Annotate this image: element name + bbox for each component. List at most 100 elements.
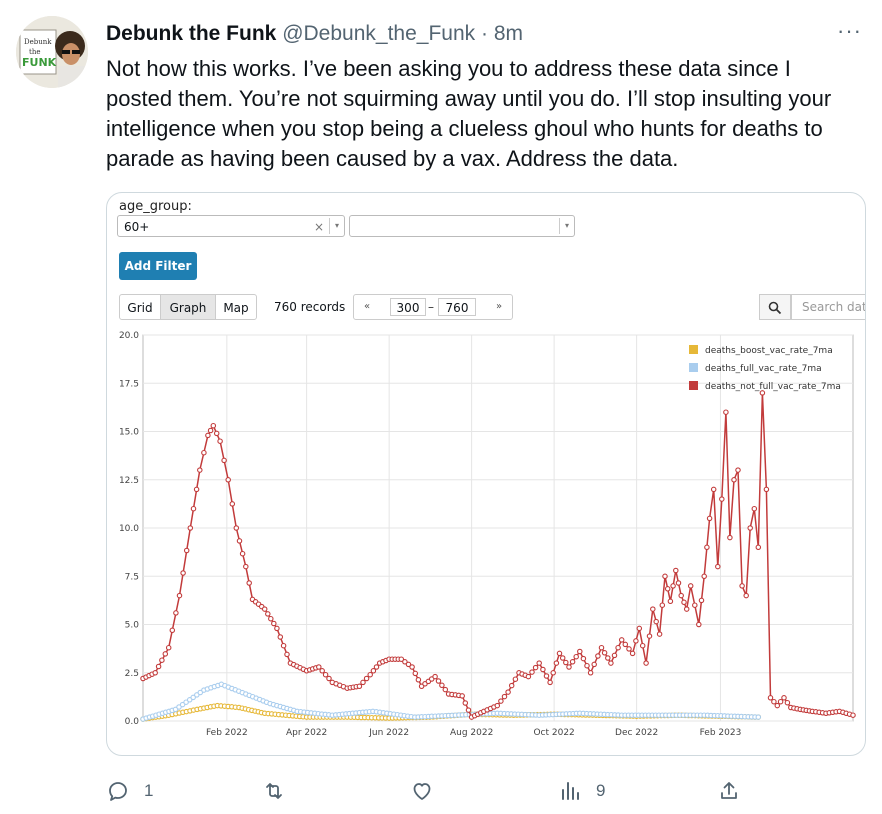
- data-point: [662, 573, 668, 580]
- pager-start-input[interactable]: 300: [390, 298, 426, 316]
- data-point: [626, 646, 632, 652]
- data-point: [176, 592, 183, 599]
- data-point: [512, 676, 519, 682]
- legend-swatch: [689, 381, 698, 390]
- data-point: [584, 662, 590, 669]
- data-point: [598, 644, 605, 651]
- records-count: 760 records: [274, 300, 346, 314]
- chevron-down-icon[interactable]: ▾: [559, 218, 574, 234]
- data-point: [176, 704, 182, 710]
- pager-prev-button[interactable]: «: [363, 301, 371, 312]
- data-point: [675, 580, 682, 586]
- tab-grid[interactable]: Grid: [119, 294, 161, 320]
- data-point: [402, 659, 408, 665]
- data-point: [781, 695, 787, 701]
- data-point: [442, 686, 449, 693]
- data-point: [784, 699, 791, 706]
- data-point: [755, 714, 762, 720]
- y-tick-label: 20.0: [119, 331, 139, 341]
- data-point: [550, 670, 556, 676]
- retweet-button[interactable]: [262, 774, 286, 808]
- data-point: [618, 637, 625, 643]
- search-input[interactable]: Search data: [791, 294, 865, 320]
- search-icon[interactable]: [759, 294, 791, 320]
- data-point: [246, 580, 252, 586]
- data-point: [719, 496, 725, 502]
- data-point: [190, 505, 197, 512]
- data-point: [261, 606, 268, 612]
- reply-button[interactable]: 1: [106, 774, 153, 808]
- pager-next-button[interactable]: »: [495, 301, 503, 312]
- data-point: [639, 642, 646, 649]
- deaths-rate-chart: 0.0 2.5 5.0 7.5 10.0 12.5 15.0 17.5 20.0 Feb 2022…: [119, 331, 856, 738]
- data-point: [696, 621, 702, 628]
- data-point: [155, 663, 162, 670]
- data-point: [629, 650, 636, 657]
- share-button[interactable]: [717, 774, 741, 808]
- header-separator: ·: [480, 22, 488, 45]
- data-point: [767, 695, 774, 701]
- tweet-actions: 1 9: [0, 774, 882, 808]
- data-point: [501, 693, 508, 700]
- data-point: [409, 664, 415, 670]
- data-point: [277, 634, 284, 640]
- add-filter-button[interactable]: Add Filter: [119, 252, 197, 280]
- y-tick-label: 17.5: [119, 379, 139, 389]
- data-point: [162, 651, 169, 657]
- data-point: [656, 631, 663, 637]
- data-point: [540, 666, 546, 673]
- data-point: [774, 702, 781, 709]
- data-point: [197, 689, 204, 696]
- data-point: [591, 661, 597, 668]
- data-point: [243, 563, 249, 570]
- x-tick-label: Oct 2022: [533, 728, 574, 738]
- more-options-icon[interactable]: ···: [837, 18, 862, 43]
- data-point: [577, 648, 583, 655]
- data-point: [636, 625, 643, 632]
- data-point: [563, 659, 569, 666]
- data-point: [432, 673, 438, 680]
- data-point: [633, 638, 639, 644]
- views-button[interactable]: 9: [558, 774, 605, 808]
- data-point: [710, 486, 717, 493]
- data-point: [755, 544, 762, 551]
- data-point: [727, 534, 733, 541]
- tab-graph[interactable]: Graph: [160, 294, 216, 320]
- data-point: [751, 505, 758, 512]
- author-handle[interactable]: @Debunk_the_Funk: [282, 22, 476, 45]
- chevron-down-icon[interactable]: ▾: [329, 218, 344, 234]
- attached-image[interactable]: age_group: 60+ × ▾ ▾ Add Filter Grid Gra…: [106, 192, 866, 756]
- data-point: [280, 642, 287, 649]
- data-point: [498, 698, 504, 704]
- data-point: [743, 592, 749, 599]
- pagination: « 300 – 760 »: [353, 294, 513, 320]
- avatar-logo-text: Debunk: [24, 38, 52, 46]
- data-point: [210, 422, 217, 429]
- heart-icon: [413, 783, 431, 800]
- legend-label: deaths_not_full_vac_rate_7ma: [705, 382, 841, 392]
- y-tick-label: 12.5: [119, 476, 139, 486]
- data-point: [723, 409, 729, 415]
- tweet-timestamp[interactable]: 8m: [493, 22, 523, 45]
- avatar[interactable]: Debunk the FUNK: [16, 16, 88, 88]
- tweet-header: Debunk the Funk @Debunk_the_Funk · 8m: [106, 20, 523, 48]
- data-point: [415, 677, 422, 683]
- data-point: [173, 610, 179, 616]
- clear-selection-icon[interactable]: ×: [313, 220, 324, 234]
- like-button[interactable]: [410, 774, 434, 808]
- pager-end-input[interactable]: 760: [438, 298, 476, 316]
- data-point: [622, 641, 629, 648]
- author-name[interactable]: Debunk the Funk: [106, 22, 277, 45]
- data-point: [615, 644, 621, 651]
- data-point: [207, 427, 214, 434]
- data-point: [573, 653, 579, 660]
- data-point: [646, 633, 653, 639]
- data-point: [229, 501, 236, 507]
- data-point: [587, 670, 594, 676]
- reply-count: 1: [144, 781, 154, 800]
- tab-map[interactable]: Map: [215, 294, 257, 320]
- data-point: [197, 467, 203, 473]
- age-group-select[interactable]: 60+ × ▾: [117, 215, 345, 237]
- data-point: [525, 673, 532, 680]
- secondary-select[interactable]: ▾: [349, 215, 575, 237]
